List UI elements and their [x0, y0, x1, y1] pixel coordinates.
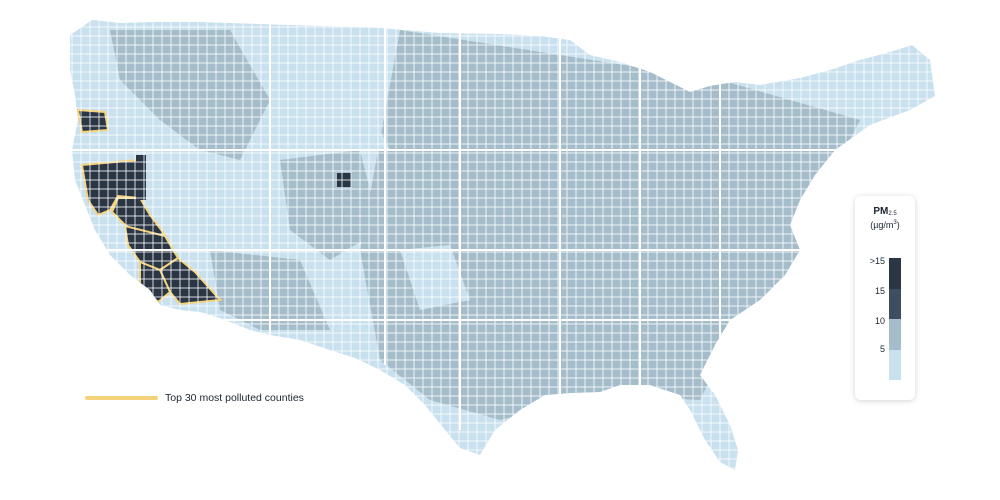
legend-tick-label: 5	[879, 344, 885, 354]
legend-tick-label: 10	[874, 316, 885, 326]
legend-step-3	[889, 349, 901, 380]
legend-title-sub: 2.5	[888, 211, 897, 217]
annotation-label: Top 30 most polluted counties	[165, 392, 304, 404]
legend-step-1	[889, 288, 901, 319]
legend-color-bar	[889, 258, 901, 380]
legend-title-main: PM	[873, 206, 889, 217]
legend-unit-close: )	[896, 220, 900, 230]
pm25-legend: PM2.5 (µg/m3) >15 15 10 5	[855, 196, 915, 400]
legend-unit: (µg/m3)	[855, 220, 915, 230]
top-counties-annotation: Top 30 most polluted counties	[85, 389, 304, 407]
legend-tick-label: >15	[869, 256, 885, 266]
highlight-line-swatch	[85, 396, 158, 400]
legend-step-2	[889, 319, 901, 350]
legend-step-0	[889, 258, 901, 289]
legend-unit-main: (µg/m	[870, 220, 894, 230]
legend-unit-sup: 3	[893, 220, 897, 226]
legend-title: PM2.5	[855, 206, 915, 220]
legend-tick-label: 15	[874, 286, 885, 296]
